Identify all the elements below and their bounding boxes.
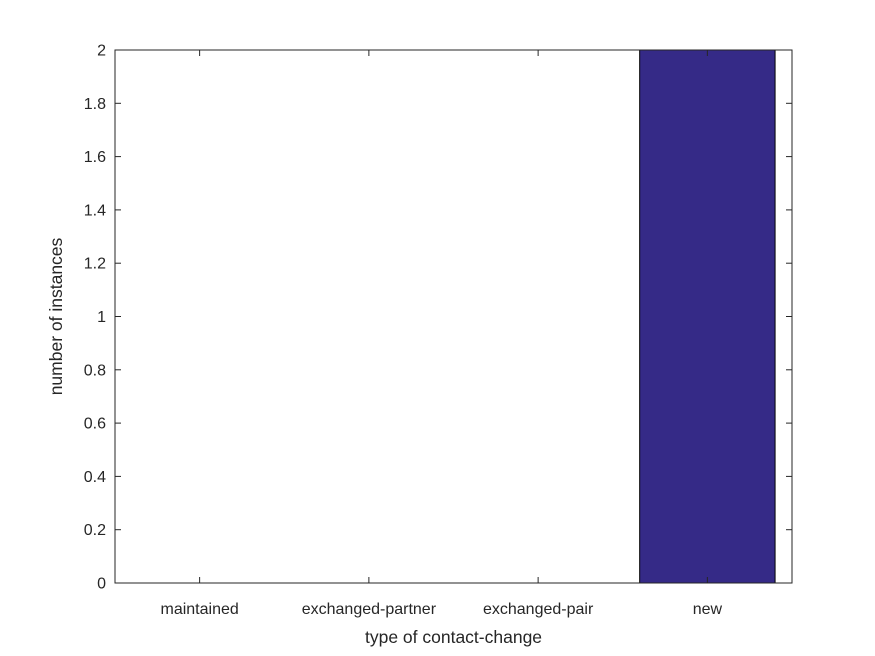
y-axis-label: number of instances <box>46 237 66 395</box>
y-tick-label: 0.2 <box>84 522 106 539</box>
x-axis-label: type of contact-change <box>365 627 542 647</box>
x-tick-label: exchanged-pair <box>483 601 594 618</box>
x-tick-label: maintained <box>160 601 238 618</box>
y-tick-label: 0.8 <box>84 362 106 379</box>
y-tick-label: 2 <box>97 43 106 60</box>
plot-area: 0 0.2 0.4 0.6 0.8 1 1.2 1.4 1.6 1.8 2 maintained exc… <box>84 43 793 618</box>
y-tick-label: 1.2 <box>84 256 106 273</box>
y-tick-label: 1.4 <box>84 202 106 219</box>
y-tick-label: 1.8 <box>84 96 106 113</box>
y-tick-label: 1.6 <box>84 149 106 166</box>
y-tick-label: 0.6 <box>84 416 106 433</box>
x-tick-label: exchanged-partner <box>302 601 437 618</box>
x-tick-label: new <box>693 601 723 618</box>
bar <box>639 49 776 584</box>
y-tick-label: 0.4 <box>84 469 106 486</box>
y-tick-label: 1 <box>97 309 106 326</box>
y-tick-label: 0 <box>97 576 106 593</box>
